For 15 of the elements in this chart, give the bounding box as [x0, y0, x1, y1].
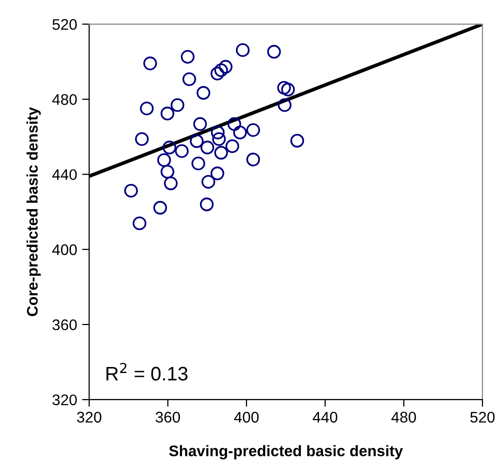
x-tick-label: 320	[77, 412, 102, 423]
x-tick-label: 480	[391, 412, 416, 423]
annotation: R$^{2}$ = 0.13	[106, 362, 188, 381]
x-tick-label: 520	[470, 412, 495, 423]
x-tick-label: 400	[234, 412, 259, 423]
x-tick-label: 360	[156, 412, 180, 423]
y-axis-title: Core-predicted basic density	[26, 107, 41, 316]
y-tick-label: 480	[52, 94, 77, 105]
x-axis-title: Shaving-predicted basic density	[169, 445, 403, 460]
y-tick-label: 440	[52, 169, 77, 180]
y-tick-label: 320	[52, 394, 77, 406]
y-tick-label: 400	[52, 244, 77, 256]
y-tick-label: 360	[52, 319, 77, 330]
x-tick-label: 440	[312, 412, 338, 423]
y-tick-label: 520	[52, 19, 77, 30]
